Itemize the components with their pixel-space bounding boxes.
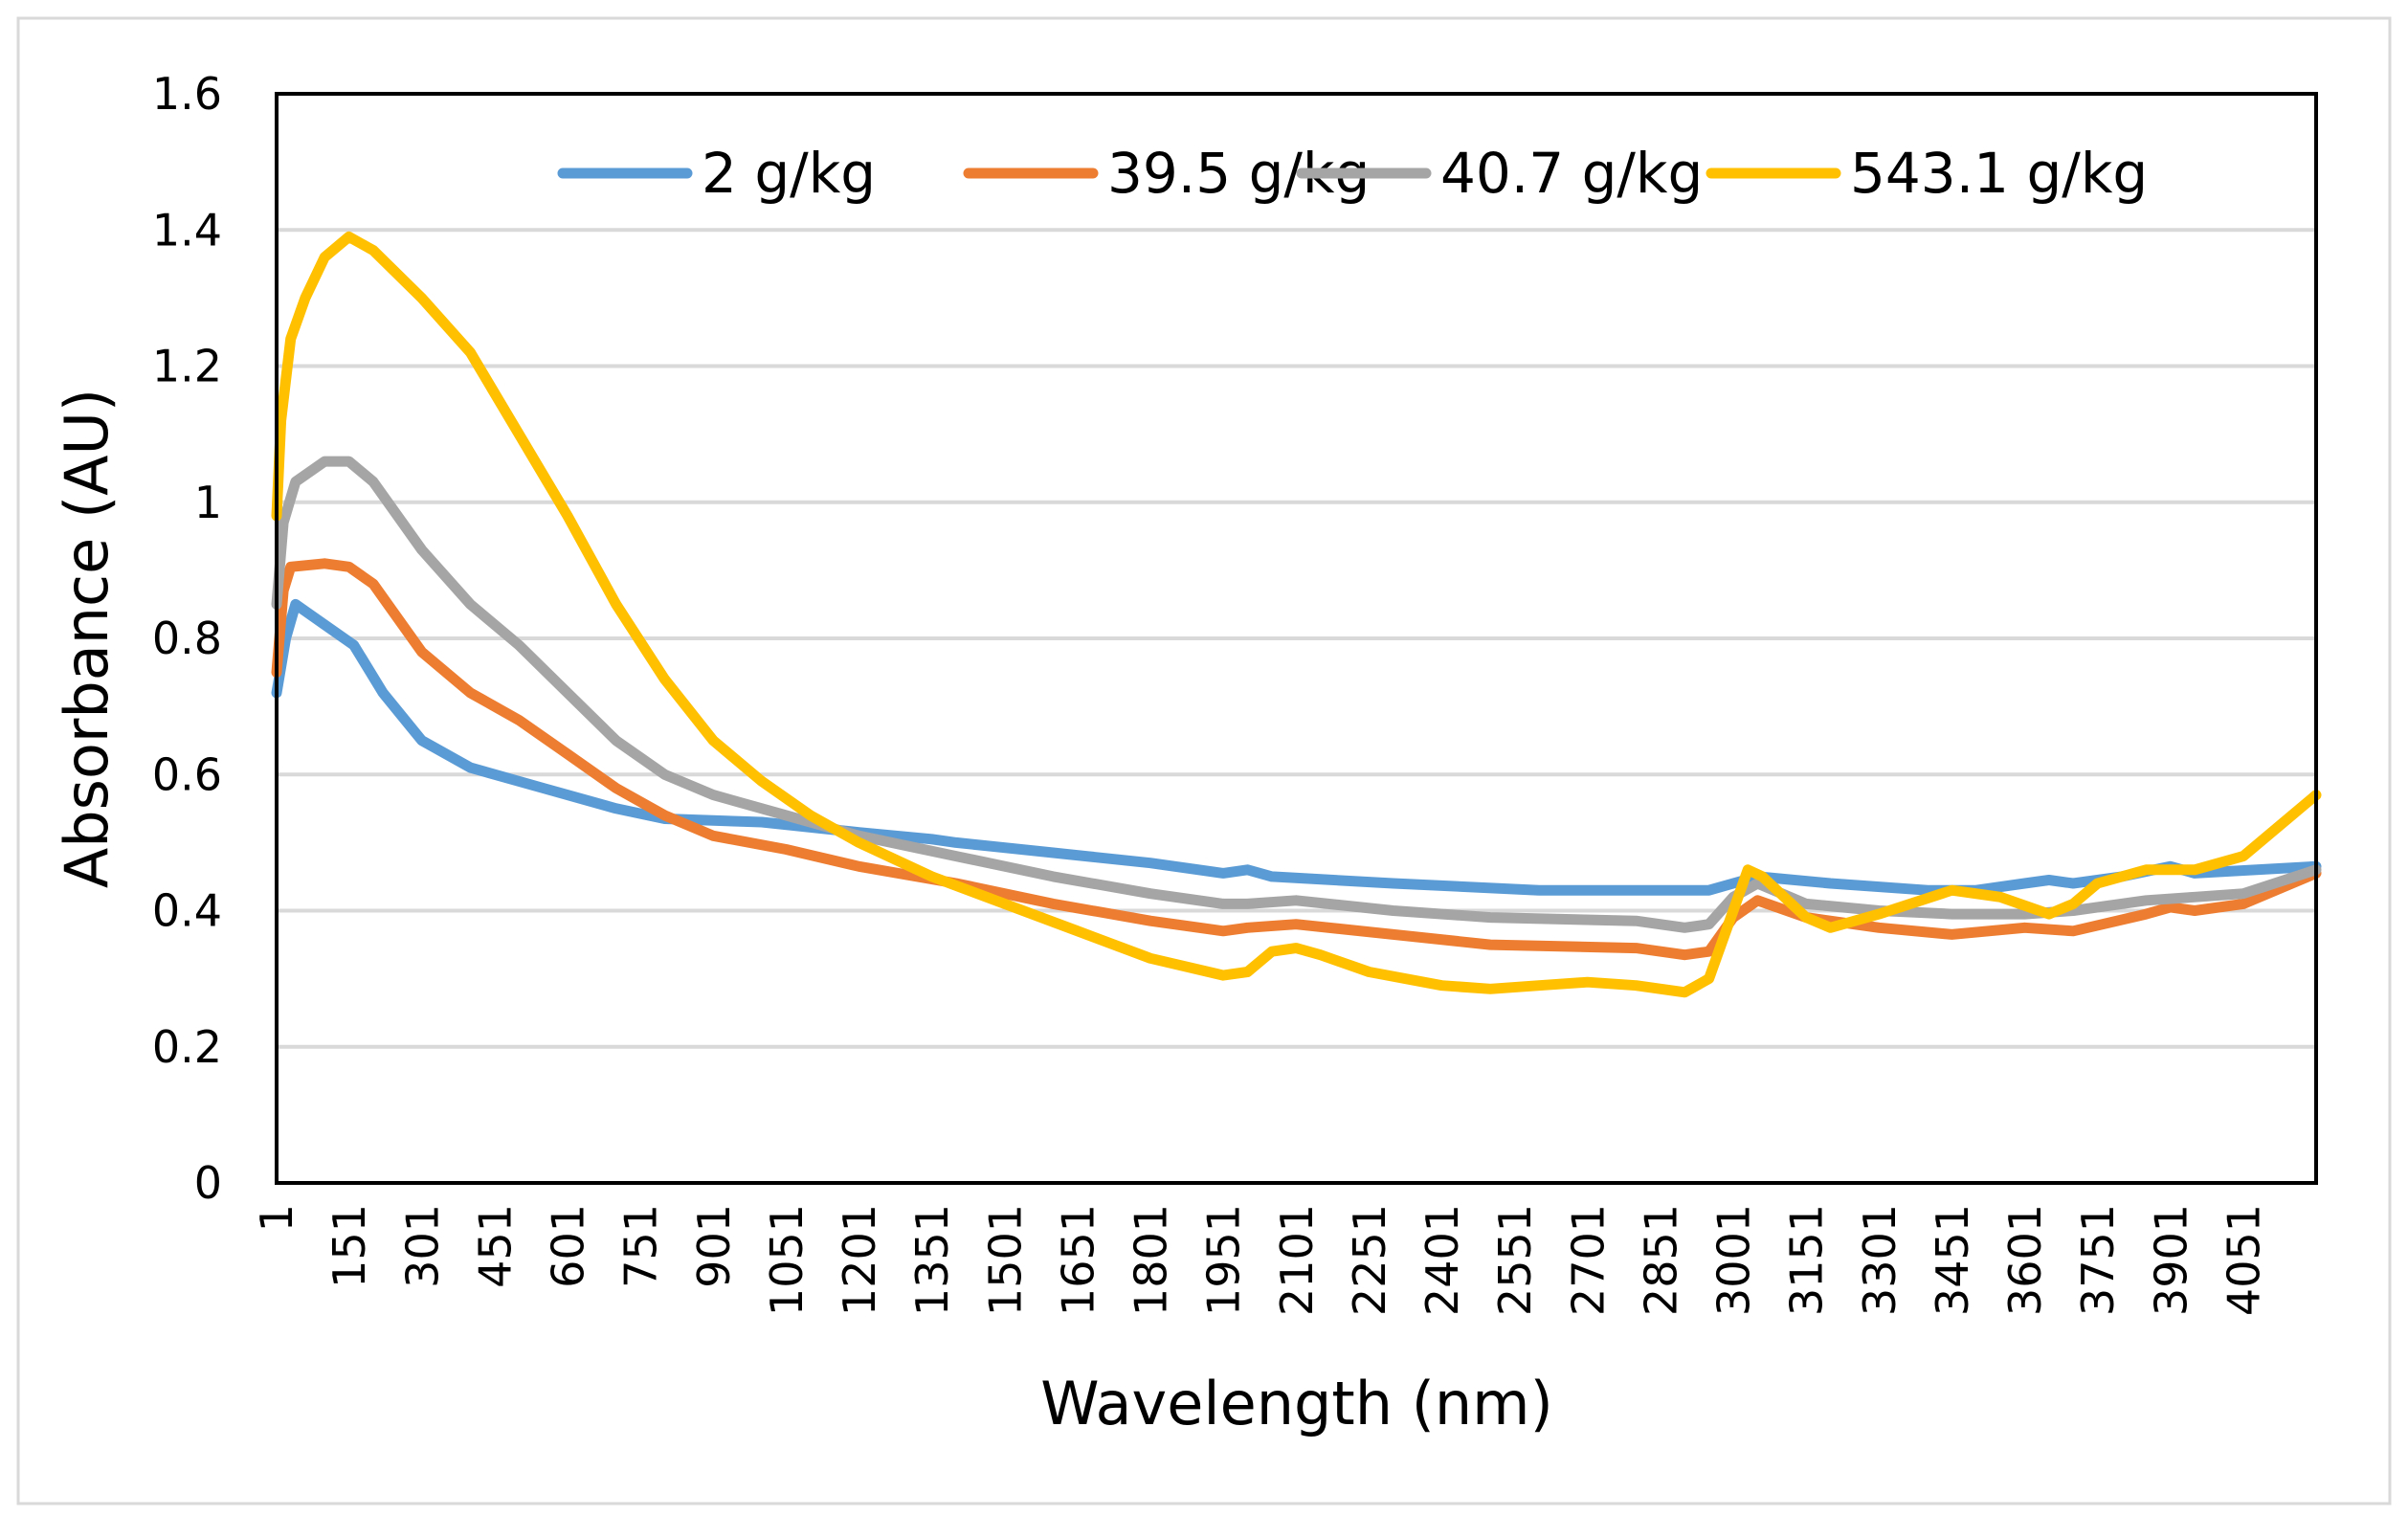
series-line-2 bbox=[271, 456, 2322, 933]
x-tick-label: 601 bbox=[543, 1204, 594, 1288]
x-tick-label: 451 bbox=[469, 1204, 521, 1288]
x-tick-label: 301 bbox=[396, 1204, 448, 1288]
x-tick-label: 2851 bbox=[1635, 1204, 1686, 1316]
x-tick-label: 3001 bbox=[1708, 1204, 1760, 1316]
x-tick-label: 751 bbox=[615, 1204, 667, 1288]
x-tick-label: 3151 bbox=[1781, 1204, 1833, 1316]
x-tick-labels: 1 151 301 451 601 751 901 1051 1201 1351 1501 1651 1… bbox=[251, 1204, 2269, 1316]
y-tick-label: 1.4 bbox=[152, 204, 222, 256]
x-tick-label: 1501 bbox=[979, 1204, 1031, 1316]
x-tick-label: 2401 bbox=[1416, 1204, 1468, 1316]
legend-label-0: 2 g/kg bbox=[702, 141, 876, 206]
y-axis-title: Absorbance (AU) bbox=[52, 389, 122, 888]
y-tick-label: 0.2 bbox=[152, 1021, 222, 1073]
y-tick-label: 0 bbox=[194, 1157, 222, 1209]
x-tick-label: 3451 bbox=[1927, 1204, 1978, 1316]
x-tick-label: 1651 bbox=[1052, 1204, 1104, 1316]
y-tick-label: 0.4 bbox=[152, 885, 222, 937]
x-tick-label: 3601 bbox=[1999, 1204, 2051, 1316]
y-tick-label: 1.2 bbox=[152, 341, 222, 392]
x-tick-label: 1 bbox=[251, 1204, 302, 1232]
x-axis-title: Wavelength (nm) bbox=[1040, 1369, 1553, 1438]
x-tick-label: 901 bbox=[688, 1204, 740, 1288]
series-lines bbox=[271, 231, 2322, 998]
chart-frame bbox=[16, 16, 2392, 1505]
y-tick-label: 0.6 bbox=[152, 748, 222, 800]
x-tick-label: 4051 bbox=[2218, 1204, 2269, 1316]
y-tick-label: 0.8 bbox=[152, 613, 222, 664]
y-tick-labels: 0 0.2 0.4 0.6 0.8 1 1.2 1.4 1.6 bbox=[152, 68, 222, 1209]
series-line-0 bbox=[271, 598, 2322, 896]
x-tick-label: 1951 bbox=[1198, 1204, 1250, 1316]
series-line-3 bbox=[271, 231, 2322, 998]
y-tick-label: 1.6 bbox=[152, 68, 222, 120]
x-tick-label: 2101 bbox=[1271, 1204, 1323, 1316]
x-tick-label: 1801 bbox=[1126, 1204, 1177, 1316]
series-line-1 bbox=[271, 558, 2322, 961]
x-tick-label: 2701 bbox=[1562, 1204, 1614, 1316]
x-tick-label: 2251 bbox=[1344, 1204, 1395, 1316]
x-tick-label: 1051 bbox=[761, 1204, 813, 1316]
y-tick-label: 1 bbox=[194, 477, 222, 528]
x-tick-label: 1351 bbox=[906, 1204, 958, 1316]
legend-label-2: 40.7 g/kg bbox=[1440, 141, 1703, 206]
plot-area-border bbox=[275, 92, 2318, 1185]
x-tick-label: 3301 bbox=[1854, 1204, 1906, 1316]
x-tick-label: 2551 bbox=[1489, 1204, 1541, 1316]
x-tick-label: 151 bbox=[323, 1204, 375, 1288]
legend-label-3: 543.1 g/kg bbox=[1850, 141, 2148, 206]
x-tick-label: 3751 bbox=[2072, 1204, 2124, 1316]
x-tick-label: 1201 bbox=[834, 1204, 885, 1316]
legend: 2 g/kg 39.5 g/kg 40.7 g/kg 543.1 g/kg bbox=[557, 141, 2148, 206]
x-tick-label: 3901 bbox=[2145, 1204, 2196, 1316]
